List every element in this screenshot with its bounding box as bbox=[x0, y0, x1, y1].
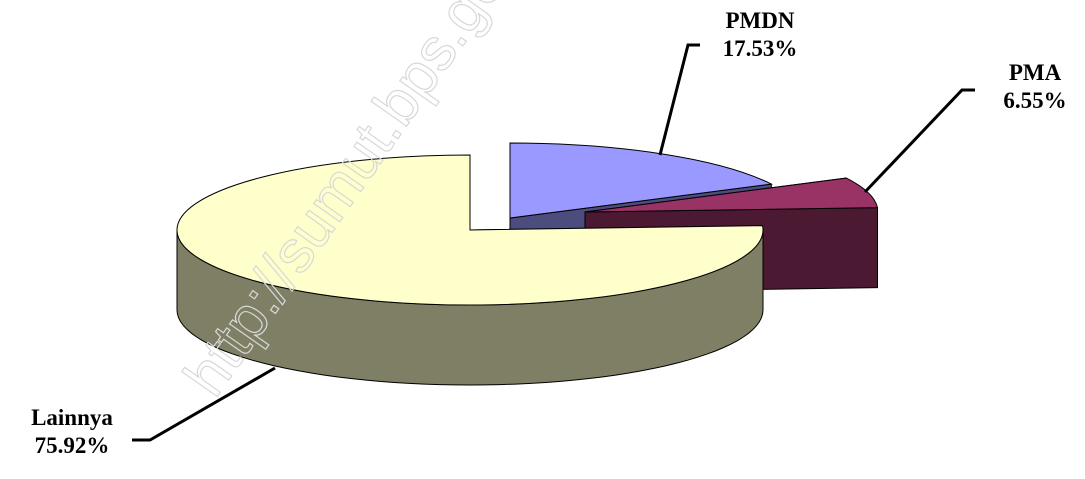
slice-top bbox=[509, 142, 773, 219]
slice bbox=[176, 154, 764, 386]
pie bbox=[132, 43, 975, 442]
slice-top bbox=[584, 177, 879, 213]
slice-label: Lainnya bbox=[31, 405, 113, 430]
slice-label: PMDN bbox=[726, 8, 795, 33]
slice-label: PMA bbox=[1009, 60, 1062, 85]
leader-line bbox=[863, 88, 975, 194]
slice-top bbox=[176, 154, 764, 306]
leader-line bbox=[658, 43, 700, 156]
value-label: 17.53% bbox=[723, 36, 798, 61]
value-label: 75.92% bbox=[35, 433, 110, 458]
leader-line bbox=[132, 366, 276, 442]
value-label: 6.55% bbox=[1003, 88, 1066, 113]
